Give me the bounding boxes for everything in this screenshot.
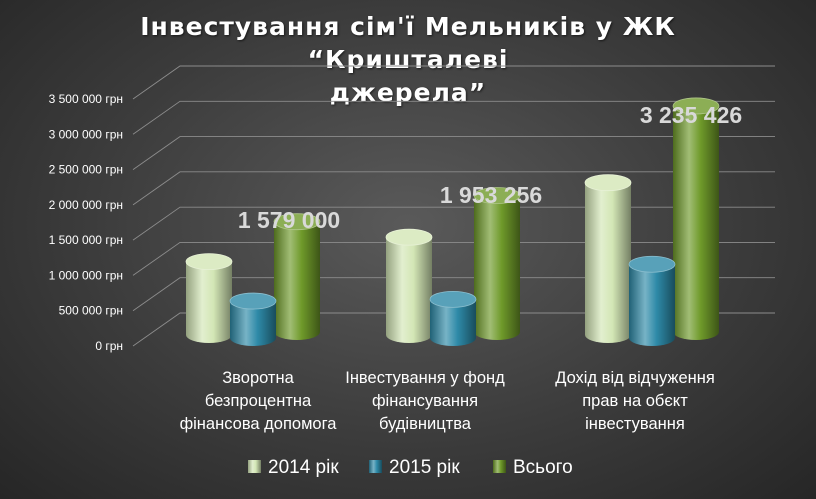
bar-2015	[229, 292, 277, 346]
chart-title-line-1: Інвестування сім'ї Мельників у ЖК “Кришт…	[140, 12, 676, 74]
legend-label: 2014 рік	[268, 457, 339, 478]
y-tick-label: 3 500 000 грн	[49, 92, 123, 106]
gridline	[132, 65, 775, 100]
gridline	[132, 277, 775, 312]
y-tick-label: 2 000 000 грн	[49, 198, 123, 212]
category-label: Інвестування у фонд	[345, 369, 505, 387]
chart-title: Інвестування сім'ї Мельників у ЖК “Кришт…	[40, 10, 776, 109]
category-label: фінансування	[372, 392, 478, 410]
bar-2014	[185, 253, 233, 343]
category-label: Зворотна	[222, 369, 294, 387]
legend-item: 2014 рік	[248, 457, 339, 478]
legend: 2014 рік 2015 рік Всього	[248, 457, 573, 478]
gridline	[132, 171, 775, 206]
bars	[185, 97, 720, 346]
chart-title-line-2: джерела”	[329, 78, 487, 107]
y-tick-label: 3 000 000 грн	[49, 127, 123, 141]
y-tick-label: 1 500 000 грн	[49, 233, 123, 247]
data-label: 3 235 426	[640, 102, 742, 128]
bar-total	[672, 97, 720, 340]
gridline	[132, 136, 775, 170]
category-label: безпроцентна	[205, 392, 312, 410]
y-axis-tick-labels: 0 грн 500 000 грн 1 000 000 грн 1 500 000 г…	[49, 92, 123, 353]
gridline	[132, 206, 775, 241]
data-label: 1 953 256	[440, 182, 542, 208]
category-label: прав на обєкт	[582, 392, 688, 410]
bar-total	[473, 187, 521, 340]
bar-2015	[628, 255, 676, 346]
y-tick-label: 2 500 000 грн	[49, 163, 123, 177]
y-tick-label: 500 000 грн	[59, 304, 123, 318]
category-label: інвестування	[585, 415, 685, 433]
gridline	[132, 100, 775, 135]
gridline	[132, 241, 775, 276]
bar-total	[273, 213, 321, 340]
category-label: Дохід від відчуження	[555, 369, 715, 387]
category-label: будівництва	[379, 415, 472, 433]
legend-label: Всього	[513, 457, 573, 478]
legend-item: Всього	[493, 457, 573, 478]
data-label: 1 579 000	[238, 207, 340, 233]
legend-swatch	[248, 460, 261, 473]
data-labels: 1 579 000 1 953 256 3 235 426	[238, 102, 742, 233]
y-tick-label: 1 000 000 грн	[49, 268, 123, 282]
gridline	[132, 312, 775, 347]
bar-2014	[385, 228, 433, 343]
y-tick-label: 0 грн	[95, 339, 123, 353]
category-label: фінансова допомога	[180, 415, 338, 433]
legend-label: 2015 рік	[389, 457, 460, 478]
category-labels: Зворотна безпроцентна фінансова допомога Ін…	[180, 369, 715, 433]
gridlines	[132, 65, 775, 347]
legend-swatch	[369, 460, 382, 473]
bar-2014	[584, 174, 632, 343]
legend-swatch	[493, 460, 506, 473]
bar-2015	[429, 290, 477, 346]
legend-item: 2015 рік	[369, 457, 460, 478]
